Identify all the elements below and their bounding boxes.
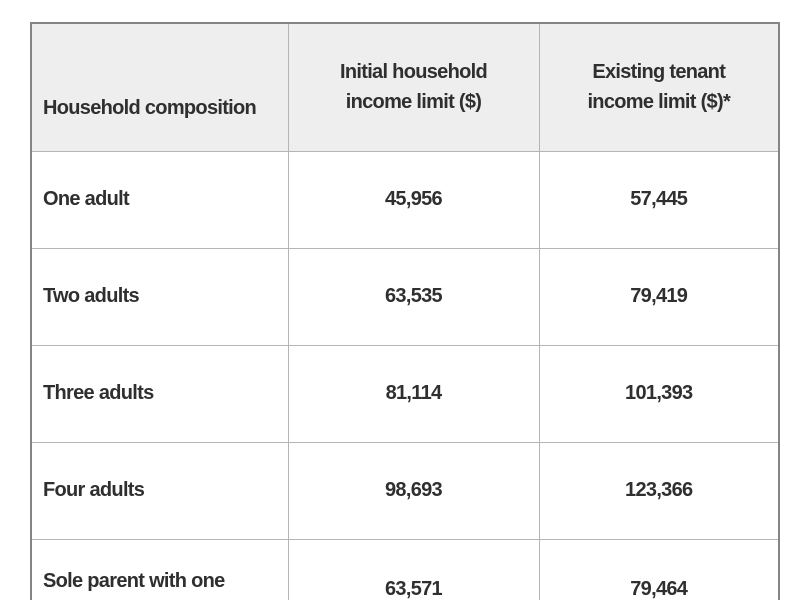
- row-label-four-adults: Four adults: [30, 441, 289, 540]
- row-label-two-adults: Two adults: [30, 247, 289, 346]
- header-cell-household-composition: Household composition: [30, 22, 289, 152]
- row-four-adults-existing-limit: 123,366: [538, 441, 780, 540]
- row-one-adult-existing-limit: 57,445: [538, 150, 780, 249]
- row-sole-parent-existing-limit: 79,464: [538, 538, 780, 600]
- header-label-initial-line2: income limit ($): [345, 91, 482, 114]
- table-row: Three adults 81,114 101,393: [30, 344, 780, 443]
- row-sole-parent-initial-limit: 63,571: [287, 538, 540, 600]
- table-row: Four adults 98,693 123,366: [30, 441, 780, 540]
- table-row: Two adults 63,535 79,419: [30, 247, 780, 346]
- row-label-one-adult: One adult: [30, 150, 289, 249]
- row-label-three-adults: Three adults: [30, 344, 289, 443]
- row-two-adults-existing-limit: 79,419: [538, 247, 780, 346]
- row-one-adult-initial-limit: 45,956: [287, 150, 540, 249]
- table-row-clipped: Sole parent with one 63,571 79,464: [30, 538, 780, 600]
- table-header-row: Household composition Initial household …: [30, 22, 780, 152]
- row-four-adults-initial-limit: 98,693: [287, 441, 540, 540]
- header-cell-initial-income-limit: Initial household income limit ($): [287, 22, 540, 152]
- header-label-household-composition: Household composition: [43, 97, 257, 120]
- income-limits-table: Household composition Initial household …: [30, 22, 780, 600]
- header-label-existing-line1: Existing tenant: [592, 61, 726, 84]
- row-label-sole-parent: Sole parent with one: [30, 538, 289, 600]
- row-three-adults-existing-limit: 101,393: [538, 344, 780, 443]
- header-label-initial-line1: Initial household: [340, 61, 488, 84]
- header-label-existing-line2: income limit ($)*: [587, 91, 731, 114]
- table-row: One adult 45,956 57,445: [30, 150, 780, 249]
- row-two-adults-initial-limit: 63,535: [287, 247, 540, 346]
- header-cell-existing-income-limit: Existing tenant income limit ($)*: [538, 22, 780, 152]
- row-three-adults-initial-limit: 81,114: [287, 344, 540, 443]
